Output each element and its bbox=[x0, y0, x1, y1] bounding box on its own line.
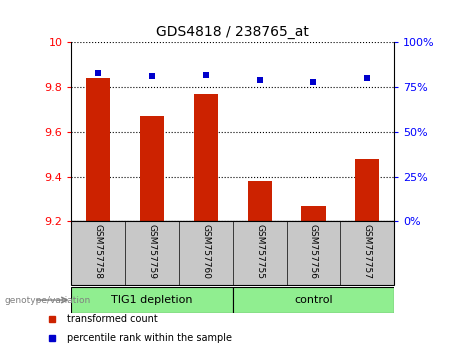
Point bbox=[256, 77, 263, 83]
Bar bbox=[86, 78, 111, 221]
Bar bbox=[355, 159, 379, 221]
Point bbox=[202, 72, 210, 78]
Title: GDS4818 / 238765_at: GDS4818 / 238765_at bbox=[156, 25, 309, 39]
Text: genotype/variation: genotype/variation bbox=[5, 296, 91, 304]
Point bbox=[310, 79, 317, 85]
Bar bbox=[301, 206, 325, 221]
Text: percentile rank within the sample: percentile rank within the sample bbox=[67, 333, 232, 343]
Bar bbox=[233, 287, 394, 313]
Text: transformed count: transformed count bbox=[67, 314, 158, 324]
Text: GSM757760: GSM757760 bbox=[201, 224, 210, 279]
Text: control: control bbox=[294, 295, 333, 305]
Text: GSM757756: GSM757756 bbox=[309, 224, 318, 279]
Text: TIG1 depletion: TIG1 depletion bbox=[112, 295, 193, 305]
Text: GSM757755: GSM757755 bbox=[255, 224, 264, 279]
Text: GSM757759: GSM757759 bbox=[148, 224, 157, 279]
Point bbox=[148, 74, 156, 79]
Bar bbox=[71, 287, 233, 313]
Text: GSM757757: GSM757757 bbox=[363, 224, 372, 279]
Bar bbox=[248, 181, 272, 221]
Text: GSM757758: GSM757758 bbox=[94, 224, 103, 279]
Bar bbox=[194, 94, 218, 221]
Point bbox=[95, 70, 102, 76]
Point bbox=[364, 75, 371, 81]
Bar bbox=[140, 116, 164, 221]
